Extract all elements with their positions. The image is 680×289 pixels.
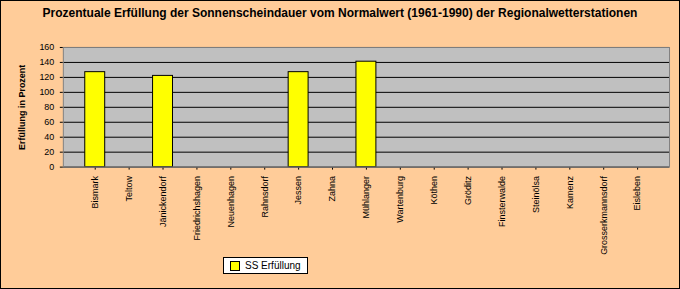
svg-text:100: 100 bbox=[39, 87, 54, 97]
svg-text:Köthen: Köthen bbox=[429, 176, 439, 204]
svg-text:0: 0 bbox=[49, 162, 54, 172]
html-text:SS Erfüllung: SS Erfüllung bbox=[245, 260, 301, 271]
svg-text:Bismark: Bismark bbox=[90, 176, 100, 209]
svg-text:160: 160 bbox=[39, 42, 54, 52]
svg-text:Gröditz: Gröditz bbox=[463, 176, 473, 205]
svg-text:Grosserkmannsdorf: Grosserkmannsdorf bbox=[599, 176, 609, 255]
svg-text:140: 140 bbox=[39, 57, 54, 67]
svg-text:Rahnsdorf: Rahnsdorf bbox=[260, 176, 270, 218]
svg-text:Kamenz: Kamenz bbox=[565, 176, 575, 209]
svg-text:60: 60 bbox=[44, 117, 54, 127]
svg-text:Jessen: Jessen bbox=[293, 176, 303, 204]
svg-text:Erfüllung in Prozent: Erfüllung in Prozent bbox=[17, 65, 27, 150]
svg-text:Mühlanger: Mühlanger bbox=[361, 176, 371, 218]
svg-text:40: 40 bbox=[44, 132, 54, 142]
svg-text:Steinölsa: Steinölsa bbox=[531, 176, 541, 213]
svg-text:120: 120 bbox=[39, 72, 54, 82]
svg-text:20: 20 bbox=[44, 147, 54, 157]
svg-text:Friedrichshagen: Friedrichshagen bbox=[192, 176, 202, 240]
svg-text:Neuenhagen: Neuenhagen bbox=[226, 176, 236, 227]
svg-text:Jänickendorf: Jänickendorf bbox=[158, 176, 168, 227]
svg-text:Teltow: Teltow bbox=[124, 176, 134, 202]
svg-text:Eisleben: Eisleben bbox=[632, 176, 642, 210]
svg-text:Wartenburg: Wartenburg bbox=[395, 176, 405, 223]
svg-text:80: 80 bbox=[44, 102, 54, 112]
svg-text:Finsterwalde: Finsterwalde bbox=[497, 176, 507, 227]
svg-text:Zahna: Zahna bbox=[327, 176, 337, 201]
html-text:Prozentuale Erfüllung der Sonn: Prozentuale Erfüllung der Sonnenscheinda… bbox=[42, 6, 638, 20]
